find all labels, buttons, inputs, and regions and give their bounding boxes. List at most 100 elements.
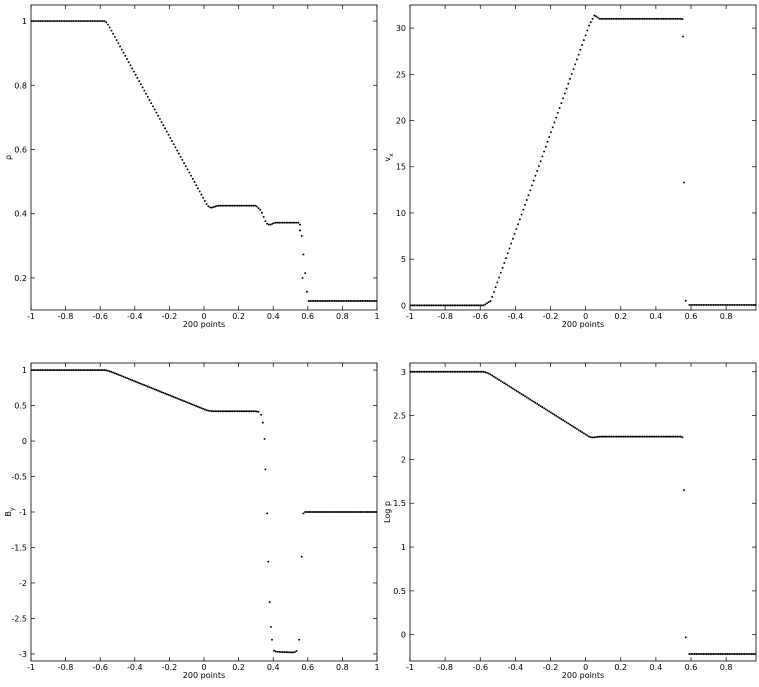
data-point [579, 430, 582, 433]
data-point [34, 20, 37, 22]
data-point [219, 410, 222, 413]
data-point [565, 87, 568, 90]
data-point [750, 303, 753, 306]
data-point [349, 300, 352, 302]
data-point [264, 468, 267, 471]
data-point [735, 303, 738, 306]
y-tick-label: 0 [22, 437, 27, 446]
data-point [276, 650, 279, 653]
data-point [622, 17, 625, 20]
data-point [422, 304, 424, 307]
data-point [511, 237, 514, 240]
x-tick-label: 0 [201, 663, 206, 672]
data-point [531, 184, 533, 187]
data-point [652, 17, 655, 20]
data-point [209, 206, 211, 209]
data-point [326, 511, 329, 513]
data-point [570, 73, 573, 75]
data-point [221, 410, 224, 413]
data-point [584, 433, 587, 436]
data-point [641, 17, 644, 20]
data-point [108, 26, 111, 29]
data-point [290, 221, 293, 224]
data-point [207, 205, 210, 208]
data-point [492, 375, 495, 378]
data-point [413, 304, 416, 307]
data-point [676, 435, 679, 438]
data-point [311, 511, 314, 513]
data-point [330, 300, 333, 302]
y-tick-label: 2.5 [393, 412, 406, 421]
data-point [103, 20, 106, 22]
data-point [132, 379, 135, 382]
y-tick-label: -1.5 [11, 543, 27, 552]
data-point [442, 304, 445, 307]
data-point [593, 14, 596, 17]
data-point [36, 20, 39, 22]
data-point [717, 303, 720, 306]
data-point [411, 370, 414, 373]
data-point [600, 17, 603, 20]
x-tick-label: 0.4 [267, 312, 280, 321]
data-point [531, 399, 533, 402]
data-point [456, 304, 459, 307]
data-point [595, 436, 597, 439]
data-point [629, 17, 632, 20]
data-point [634, 435, 637, 438]
data-point [241, 410, 244, 413]
data-point [138, 80, 141, 83]
data-point [716, 303, 719, 306]
data-point [550, 131, 552, 134]
y-tick-label: 0 [401, 631, 406, 640]
x-tick-label: -0.6 [472, 312, 488, 321]
data-point [77, 369, 80, 372]
data-point [463, 370, 466, 373]
data-point [729, 653, 732, 655]
data-point [503, 382, 506, 385]
data-point [491, 295, 494, 298]
data-point [556, 111, 559, 114]
log-pressure-panel: -1 -0.8 -0.6 -0.4 -0.2 0 0.2 0.4 0.6 0.8 0 0.5 1 1.5 2… [383, 362, 757, 680]
data-point [354, 300, 357, 302]
data-point [305, 511, 308, 513]
data-point [280, 221, 282, 224]
data-point [674, 435, 677, 438]
data-point [508, 247, 511, 250]
data-point [312, 300, 315, 302]
data-point [190, 174, 192, 177]
data-point [344, 511, 346, 513]
x-tick-label: 0.8 [720, 312, 733, 321]
data-point [570, 424, 573, 427]
data-point [224, 410, 227, 413]
y-tick-label: -3 [19, 650, 27, 659]
data-point [731, 303, 734, 306]
data-point [233, 204, 236, 207]
data-point [522, 394, 525, 397]
data-point [444, 304, 447, 307]
data-point [210, 410, 213, 413]
data-point [472, 370, 475, 373]
data-point [541, 155, 544, 158]
data-point [212, 410, 215, 413]
data-point [172, 396, 175, 398]
y-tick-label: -1 [19, 508, 27, 517]
data-point [117, 42, 120, 45]
data-point [671, 435, 674, 438]
data-point [157, 389, 160, 392]
data-point [335, 511, 338, 513]
data-point [707, 653, 710, 655]
data-point [247, 410, 250, 413]
data-point [719, 653, 722, 655]
data-point [169, 136, 172, 139]
data-point [270, 625, 272, 628]
data-point [728, 303, 731, 306]
x-tick-label: 0.6 [301, 663, 314, 672]
data-point [181, 399, 184, 402]
data-point [499, 271, 502, 274]
data-point [529, 189, 532, 192]
x-tick-label: -0.6 [92, 312, 108, 321]
data-point [555, 414, 558, 417]
velocity-x-panel: -1 -0.8 -0.6 -0.4 -0.2 0 0.2 0.4 0.6 0.8 0 5 10 15 20 2… [383, 4, 757, 329]
data-point [678, 17, 680, 20]
data-point [446, 370, 449, 373]
